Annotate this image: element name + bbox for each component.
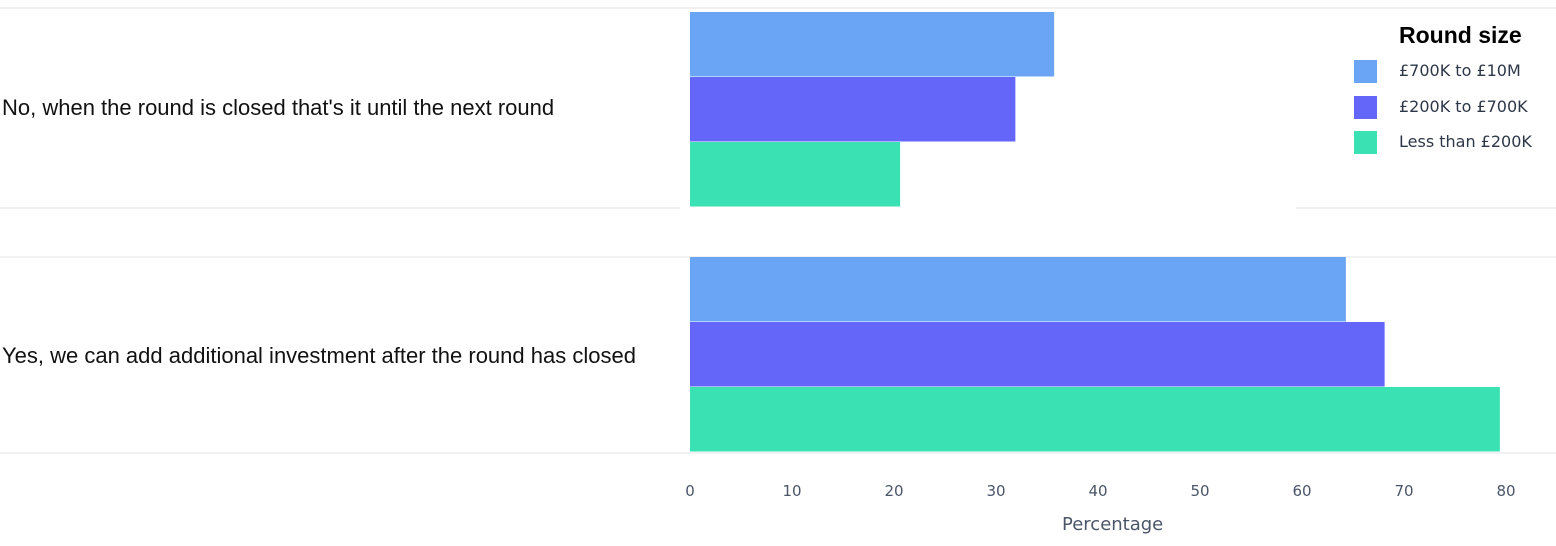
x-tick-label: 10 bbox=[782, 482, 801, 500]
x-tick-label: 40 bbox=[1088, 482, 1107, 500]
legend-swatch-700k-10m bbox=[1354, 60, 1377, 83]
legend-label-200k-700k: £200K to £700K bbox=[1399, 97, 1528, 116]
legend-swatch-200k-700k bbox=[1354, 96, 1377, 119]
legend-swatch-less-200k bbox=[1354, 131, 1377, 154]
legend-label-less-200k: Less than £200K bbox=[1399, 132, 1532, 151]
x-tick-label: 80 bbox=[1496, 482, 1515, 500]
bar-no-series-2[interactable] bbox=[690, 142, 901, 207]
x-tick-label: 0 bbox=[685, 482, 695, 500]
x-tick-label: 30 bbox=[986, 482, 1005, 500]
category-label-yes: Yes, we can add additional investment af… bbox=[2, 343, 636, 368]
x-tick-label: 50 bbox=[1190, 482, 1209, 500]
bar-no-series-1[interactable] bbox=[690, 77, 1016, 142]
bar-yes-series-1[interactable] bbox=[690, 322, 1385, 387]
x-tick-label: 20 bbox=[884, 482, 903, 500]
category-label-no: No, when the round is closed that's it u… bbox=[2, 95, 555, 120]
legend-title: Round size bbox=[1399, 22, 1522, 48]
bar-yes-series-0[interactable] bbox=[690, 257, 1346, 322]
legend-label-700k-10m: £700K to £10M bbox=[1399, 61, 1521, 80]
x-axis-ticks: 0 10 20 30 40 50 60 70 80 bbox=[685, 482, 1515, 500]
x-tick-label: 60 bbox=[1292, 482, 1311, 500]
x-tick-label: 70 bbox=[1394, 482, 1413, 500]
bars-group bbox=[690, 12, 1500, 452]
x-axis-title: Percentage bbox=[1062, 514, 1164, 535]
bar-yes-series-2[interactable] bbox=[690, 387, 1500, 452]
bar-no-series-0[interactable] bbox=[690, 12, 1055, 77]
